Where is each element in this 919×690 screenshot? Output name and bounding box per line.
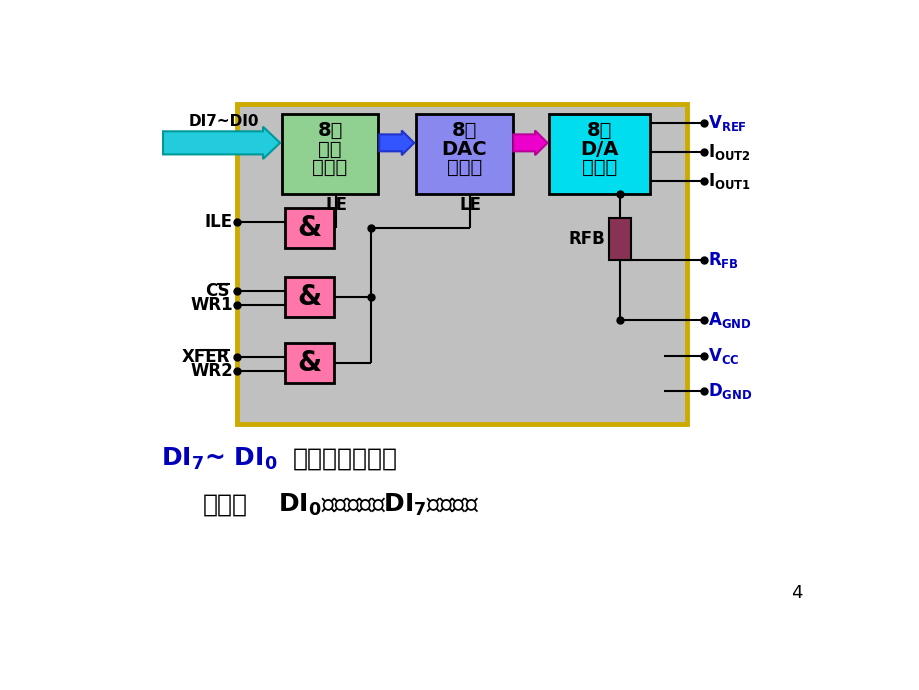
Text: $\mathbf{DI_0}$为最低位，$\mathbf{DI_7}$为最高位: $\mathbf{DI_0}$为最低位，$\mathbf{DI_7}$为最高位: [278, 492, 479, 518]
Text: 8位: 8位: [451, 121, 476, 140]
Text: $\mathbf{R}_{\mathbf{FB}}$: $\mathbf{R}_{\mathbf{FB}}$: [707, 250, 738, 270]
Bar: [285, 343, 334, 383]
Text: &: &: [297, 215, 322, 242]
Bar: [237, 104, 686, 424]
Text: 输入: 输入: [318, 139, 342, 159]
Text: 数字量输入信号: 数字量输入信号: [293, 446, 398, 471]
Text: &: &: [297, 283, 322, 311]
Text: ILE: ILE: [204, 213, 233, 231]
Text: $\mathbf{V}_{\mathbf{CC}}$: $\mathbf{V}_{\mathbf{CC}}$: [707, 346, 739, 366]
Bar: [549, 114, 649, 195]
Text: DI7~DI0: DI7~DI0: [188, 114, 259, 129]
Text: $\mathbf{D}_{\mathbf{GND}}$: $\mathbf{D}_{\mathbf{GND}}$: [707, 381, 752, 401]
FancyArrow shape: [379, 130, 414, 155]
Text: 转换器: 转换器: [581, 158, 617, 177]
Text: WR2: WR2: [190, 362, 233, 380]
Bar: [608, 217, 630, 260]
Text: 8位: 8位: [586, 121, 611, 140]
Text: 寄存器: 寄存器: [312, 158, 347, 177]
Text: DAC: DAC: [441, 139, 486, 159]
Text: 4: 4: [790, 584, 802, 602]
Text: $\mathbf{V}_{\mathbf{REF}}$: $\mathbf{V}_{\mathbf{REF}}$: [707, 113, 746, 133]
Text: XFER: XFER: [181, 348, 230, 366]
Text: CS: CS: [205, 282, 230, 300]
Bar: [415, 114, 512, 195]
Bar: [285, 277, 334, 317]
FancyArrow shape: [513, 130, 547, 155]
Text: LE: LE: [459, 196, 481, 214]
Text: RFB: RFB: [567, 230, 604, 248]
Text: 其中：: 其中：: [202, 493, 247, 517]
Text: 寄存器: 寄存器: [446, 158, 482, 177]
Text: 8位: 8位: [317, 121, 343, 140]
Text: $\mathbf{I}_{\mathbf{OUT1}}$: $\mathbf{I}_{\mathbf{OUT1}}$: [707, 171, 750, 191]
FancyArrow shape: [163, 127, 279, 159]
Text: $\mathbf{I}_{\mathbf{OUT2}}$: $\mathbf{I}_{\mathbf{OUT2}}$: [707, 142, 750, 162]
Text: $\mathbf{A}_{\mathbf{GND}}$: $\mathbf{A}_{\mathbf{GND}}$: [707, 310, 751, 330]
Text: $\mathbf{DI_7}$~ $\mathbf{DI_0}$: $\mathbf{DI_7}$~ $\mathbf{DI_0}$: [162, 446, 278, 472]
Text: LE: LE: [325, 196, 346, 214]
Text: WR1: WR1: [190, 296, 233, 314]
Text: &: &: [297, 349, 322, 377]
Text: D/A: D/A: [580, 139, 618, 159]
Bar: [285, 208, 334, 248]
Bar: [281, 114, 378, 195]
